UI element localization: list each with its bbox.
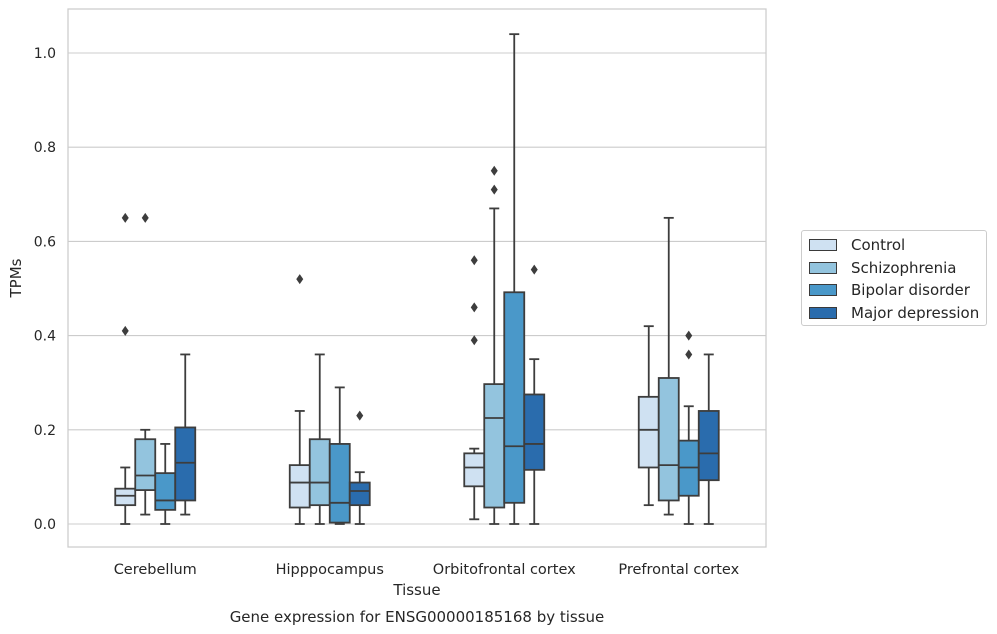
box-schizophrenia [483,165,506,525]
x-tick-labels: Cerebellum Hipppocampus Orbitofrontal cort… [114,562,740,578]
box-major-depression [348,410,371,525]
y-tick-labels: 0.0 0.2 0.4 0.6 0.8 1.0 [34,46,56,533]
box-control [637,325,660,507]
box-bipolar-disorder [328,386,351,525]
outlier-point [685,330,693,341]
y-tick-label: 0.0 [34,517,56,533]
outlier-point [121,325,129,336]
boxplot-marks [114,33,720,525]
box-body [134,438,157,491]
box-control [114,212,137,525]
box-bipolar-disorder [503,33,526,525]
box-body [288,464,311,509]
box-schizophrenia [308,353,331,525]
y-tick-label: 0.4 [34,329,56,345]
outlier-point [470,255,478,266]
box-body [114,487,137,507]
figure-caption: Gene expression for ENSG00000185168 by t… [230,608,605,626]
box-major-depression [523,264,546,525]
box-bipolar-disorder [154,443,177,525]
box-schizophrenia [657,216,680,516]
x-tick-label: Prefrontal cortex [618,562,739,578]
outlier-point [296,274,304,285]
y-tick-label: 1.0 [34,46,56,62]
outlier-point [470,302,478,313]
y-tick-label: 0.6 [34,234,56,250]
box-body [154,472,177,511]
box-body [483,383,506,509]
outlier-point [121,212,129,223]
box-control [463,255,486,521]
y-tick-label: 0.2 [34,423,56,439]
box-schizophrenia [134,212,157,516]
box-body [174,426,197,502]
box-body [657,377,680,502]
y-tick-label: 0.8 [34,140,56,156]
legend: Control Schizophrenia Bipolar disorder M… [801,230,987,326]
outlier-point [490,165,498,176]
outlier-point [530,264,538,275]
outlier-point [470,335,478,346]
outlier-point [356,410,364,421]
legend-item-major-depression: Major depression [809,304,979,322]
box-body [697,410,720,482]
outlier-point [685,349,693,360]
box-body [328,443,351,524]
plot-frame [67,8,767,548]
box-bipolar-disorder [677,330,700,525]
legend-item-bipolar-disorder: Bipolar disorder [809,281,970,299]
outlier-point [490,184,498,195]
legend-swatch-control [809,239,837,251]
x-tick-label: Orbitofrontal cortex [433,562,576,578]
y-axis-label: TPMs [7,258,25,298]
x-tick-label: Cerebellum [114,562,197,578]
box-body [503,291,526,504]
legend-swatch-bipolar-disorder [809,284,837,296]
box-body [348,481,371,507]
box-body [637,395,660,469]
legend-item-schizophrenia: Schizophrenia [809,259,956,277]
legend-swatch-schizophrenia [809,262,837,274]
legend-label-bipolar-disorder: Bipolar disorder [851,281,970,299]
box-major-depression [174,353,197,516]
box-major-depression [697,353,720,525]
box-body [463,452,486,488]
x-axis-label: Tissue [392,581,440,599]
box-body [523,393,546,471]
legend-label-control: Control [851,236,906,254]
legend-label-major-depression: Major depression [851,304,980,322]
legend-swatch-major-depression [809,307,837,319]
legend-label-schizophrenia: Schizophrenia [851,259,957,277]
x-tick-label: Hipppocampus [276,562,384,578]
legend-item-control: Control [809,236,905,254]
box-control [288,274,311,525]
box-body [308,438,331,507]
outlier-point [141,212,149,223]
